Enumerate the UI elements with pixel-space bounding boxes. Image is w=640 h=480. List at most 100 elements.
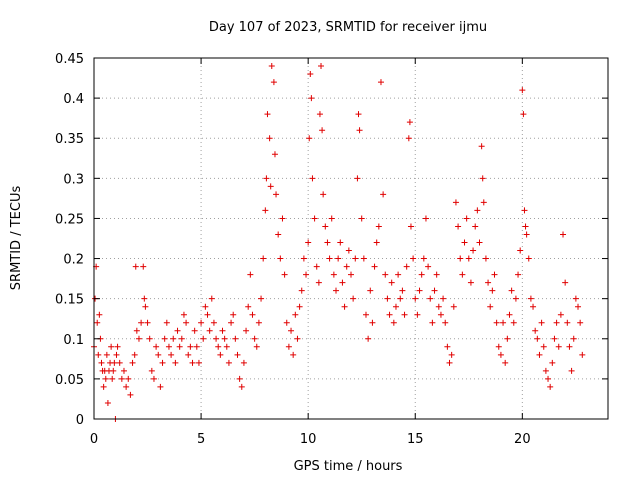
- data-point: [247, 271, 254, 278]
- data-point: [504, 335, 511, 342]
- data-point: [517, 247, 524, 254]
- y-axis-label: SRMTID / TECUs: [9, 186, 24, 291]
- data-point: [100, 383, 107, 390]
- data-point: [198, 319, 205, 326]
- data-point: [382, 271, 389, 278]
- data-point: [403, 263, 410, 270]
- data-point: [191, 327, 198, 334]
- data-point: [221, 335, 228, 342]
- data-point: [232, 335, 239, 342]
- data-point: [335, 255, 342, 262]
- data-point: [307, 71, 314, 78]
- data-point: [123, 383, 130, 390]
- data-point: [523, 231, 530, 238]
- data-point: [536, 351, 543, 358]
- data-point: [183, 319, 190, 326]
- data-point: [141, 295, 148, 302]
- data-point: [271, 151, 278, 158]
- data-point: [448, 351, 455, 358]
- data-point: [320, 191, 327, 198]
- data-point: [144, 319, 151, 326]
- data-point: [165, 343, 172, 350]
- data-point: [131, 351, 138, 358]
- chart-title: Day 107 of 2023, SRMTID for receiver ijm…: [209, 20, 487, 35]
- data-point: [478, 143, 485, 150]
- data-point: [515, 271, 522, 278]
- data-point: [98, 359, 105, 366]
- data-point: [258, 295, 265, 302]
- data-point: [245, 303, 252, 310]
- data-point: [530, 303, 537, 310]
- data-point: [102, 375, 109, 382]
- data-point: [114, 343, 121, 350]
- data-point: [575, 303, 582, 310]
- data-point: [316, 111, 323, 118]
- data-point: [545, 375, 552, 382]
- data-point: [442, 319, 449, 326]
- y-axis-ticks: 0 0.05 0.1 0.15 0.2 0.25 0.3 0.35 0.4 0.45: [55, 52, 608, 428]
- data-point: [108, 343, 115, 350]
- data-point: [110, 367, 117, 374]
- data-point: [337, 239, 344, 246]
- data-point: [380, 191, 387, 198]
- data-point: [520, 111, 527, 118]
- data-point: [111, 359, 118, 366]
- data-point: [153, 343, 160, 350]
- data-point: [437, 311, 444, 318]
- data-point: [362, 311, 369, 318]
- data-point: [489, 287, 496, 294]
- data-point: [525, 255, 532, 262]
- data-point: [521, 207, 528, 214]
- data-point: [236, 375, 243, 382]
- data-point: [308, 95, 315, 102]
- x-tick-label: 5: [197, 432, 205, 447]
- data-point: [480, 199, 487, 206]
- data-point: [318, 63, 325, 70]
- data-point: [397, 295, 404, 302]
- data-point: [159, 359, 166, 366]
- data-point: [534, 335, 541, 342]
- data-point: [120, 367, 127, 374]
- data-point: [416, 287, 423, 294]
- data-point: [429, 319, 436, 326]
- data-point: [125, 375, 132, 382]
- data-point: [360, 255, 367, 262]
- data-point: [142, 303, 149, 310]
- data-points: [91, 63, 586, 422]
- data-point: [365, 335, 372, 342]
- data-point: [313, 263, 320, 270]
- data-point: [345, 247, 352, 254]
- data-point: [352, 255, 359, 262]
- data-point: [557, 311, 564, 318]
- data-point: [570, 335, 577, 342]
- data-point: [333, 287, 340, 294]
- data-point: [435, 303, 442, 310]
- data-point: [427, 295, 434, 302]
- data-point: [283, 319, 290, 326]
- data-point: [343, 263, 350, 270]
- data-point: [562, 279, 569, 286]
- data-point: [116, 359, 123, 366]
- data-point: [298, 287, 305, 294]
- y-tick-label: 0: [76, 413, 84, 428]
- y-tick-label: 0.05: [55, 373, 84, 388]
- data-point: [375, 223, 382, 230]
- data-point: [168, 351, 175, 358]
- data-point: [493, 319, 500, 326]
- data-point: [579, 351, 586, 358]
- data-point: [388, 279, 395, 286]
- data-point: [457, 255, 464, 262]
- data-point: [202, 303, 209, 310]
- data-point: [251, 335, 258, 342]
- data-point: [163, 319, 170, 326]
- data-point: [249, 311, 256, 318]
- data-point: [497, 351, 504, 358]
- data-point: [127, 391, 134, 398]
- data-point: [238, 383, 245, 390]
- data-point: [228, 319, 235, 326]
- data-point: [328, 215, 335, 222]
- data-point: [433, 271, 440, 278]
- data-point: [354, 175, 361, 182]
- data-point: [491, 271, 498, 278]
